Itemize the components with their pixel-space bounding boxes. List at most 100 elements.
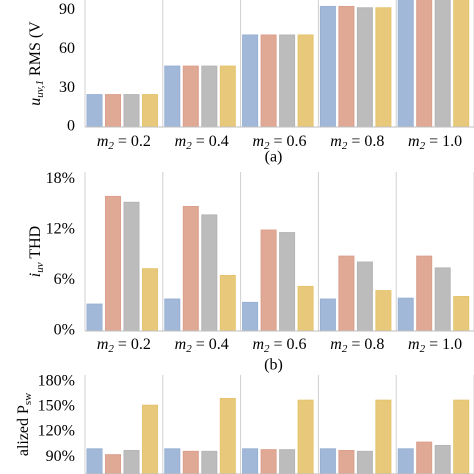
category-sub: 2 (342, 343, 348, 355)
bar (164, 298, 181, 331)
bar (319, 5, 336, 127)
y-tick-label: 90% (46, 448, 75, 465)
caption: (a) (265, 149, 283, 166)
y-label-sub: uv (34, 262, 46, 273)
bar (453, 296, 470, 331)
x-tick-label: m2 = 0.4 (175, 336, 229, 355)
y-tick-label: 6% (54, 271, 75, 288)
x-tick-label: m2 = 1.0 (408, 133, 462, 152)
bar (397, 0, 414, 127)
bar (142, 94, 158, 127)
bar (86, 448, 103, 474)
category-value: = 0.8 (347, 336, 384, 353)
category-var: m (97, 336, 109, 353)
bar (123, 94, 140, 127)
category-value: = 0.4 (192, 336, 229, 353)
bar (242, 448, 259, 474)
bar (242, 301, 259, 331)
x-tick-label: m2 = 0.6 (252, 133, 306, 152)
category-value: = 0.2 (114, 336, 151, 353)
bar (453, 399, 470, 474)
y-label-rest: RMS (V (27, 21, 44, 80)
plot (86, 397, 470, 474)
bar (105, 454, 121, 474)
category-var: m (408, 336, 420, 353)
y-tick-label: 90 (59, 1, 75, 18)
bar (434, 0, 451, 127)
plot (86, 0, 470, 127)
category-sub: 2 (420, 140, 426, 152)
bar (279, 449, 296, 474)
bar (123, 450, 140, 474)
y-axis-label: iuv THD (27, 226, 46, 277)
bar (201, 214, 218, 331)
category-var: m (252, 133, 264, 150)
y-label-main: u (27, 98, 44, 106)
x-tick-label: m2 = 0.2 (97, 133, 151, 152)
y-axis-label: alized Psw (15, 393, 34, 456)
bar (142, 268, 158, 331)
category-var: m (330, 133, 342, 150)
y-label-main: i (27, 273, 44, 277)
category-var: m (175, 336, 187, 353)
bar (338, 5, 355, 127)
bar (297, 285, 314, 331)
x-tick-label: m2 = 0.8 (330, 133, 384, 152)
x-tick-label: m2 = 0.6 (252, 336, 306, 355)
bar (182, 450, 199, 474)
bar (319, 298, 336, 331)
y-tick-label: 120% (38, 423, 75, 440)
plot (86, 195, 470, 331)
category-var: m (252, 336, 264, 353)
category-value: = 1.0 (425, 336, 462, 353)
bar (164, 65, 181, 127)
bar (219, 397, 236, 474)
category-var: m (408, 133, 420, 150)
bar (201, 450, 218, 474)
y-tick-label: 0 (67, 118, 75, 135)
bar (260, 34, 277, 127)
bar (279, 232, 296, 331)
category-sub: 2 (420, 343, 426, 355)
bar (375, 399, 392, 474)
bar (434, 444, 451, 474)
bar (219, 65, 236, 127)
y-label-rest: THD (27, 226, 44, 263)
bar (201, 65, 218, 127)
bar (279, 34, 296, 127)
bar (338, 255, 355, 331)
category-sub: 2 (186, 343, 192, 355)
bar (356, 7, 373, 127)
y-tick-label: 150% (38, 398, 75, 415)
bar (375, 7, 392, 127)
category-var: m (97, 133, 109, 150)
bar (453, 0, 470, 127)
bar (356, 261, 373, 331)
y-axis-label: uuv,1 RMS (V (27, 21, 46, 106)
bar (86, 303, 103, 331)
bar (164, 448, 181, 474)
category-var: m (330, 336, 342, 353)
y-tick-label: 0% (54, 322, 75, 339)
category-sub: 2 (108, 343, 114, 355)
bar (260, 229, 277, 331)
bar (297, 399, 314, 474)
x-tick-label: m2 = 0.2 (97, 336, 151, 355)
bar (123, 201, 140, 331)
category-value: = 0.8 (347, 133, 384, 150)
bar (86, 94, 103, 127)
category-sub: 2 (264, 140, 270, 152)
bar (356, 450, 373, 474)
x-tick-label: m2 = 1.0 (408, 336, 462, 355)
category-value: = 1.0 (425, 133, 462, 150)
bar (434, 267, 451, 331)
category-value: = 0.6 (270, 133, 307, 150)
bar (260, 449, 277, 474)
bar (375, 290, 392, 331)
category-value: = 0.4 (192, 133, 229, 150)
category-value: = 0.6 (270, 336, 307, 353)
bar (338, 450, 355, 474)
bar (142, 404, 158, 474)
y-tick-label: 18% (46, 170, 75, 187)
